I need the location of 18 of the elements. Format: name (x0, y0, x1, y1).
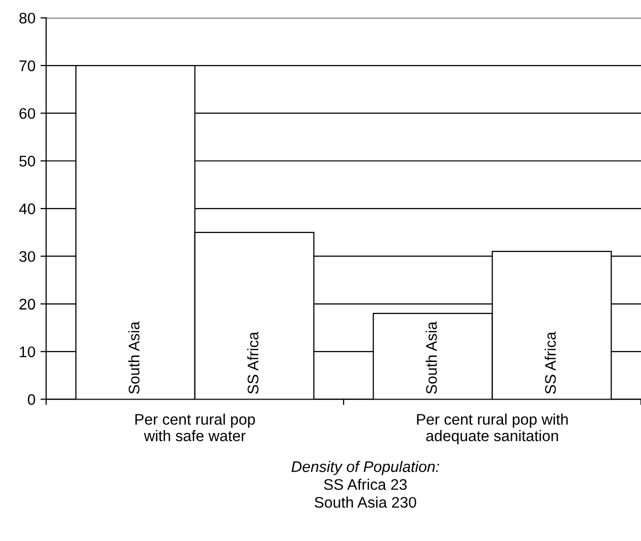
y-tick-label: 20 (20, 298, 36, 310)
y-tick-label: 60 (20, 108, 36, 119)
text: Density of Population: (292, 460, 440, 476)
text: South Asia 230 (314, 496, 416, 508)
series-label: South Asia (128, 321, 140, 394)
y-tick-label: 0 (28, 394, 36, 405)
y-tick-label: 80 (19, 12, 36, 24)
y-tick-label: 30 (19, 251, 36, 262)
y-tick-label: 10 (20, 346, 36, 358)
y-tick-label: 40 (19, 203, 36, 214)
x-tick-label: Per cent rural pop with adequate sanitation (417, 414, 568, 444)
y-tick-label: 70 (20, 60, 36, 72)
y-tick-label: 50 (19, 156, 36, 167)
x-tick-label: Per cent rural pop with safe water (135, 414, 255, 442)
text: SS Africa 23 (324, 478, 407, 490)
text: SS Africa (544, 332, 556, 394)
text: South Asia (426, 321, 437, 394)
series-label: SS Africa (247, 332, 258, 394)
